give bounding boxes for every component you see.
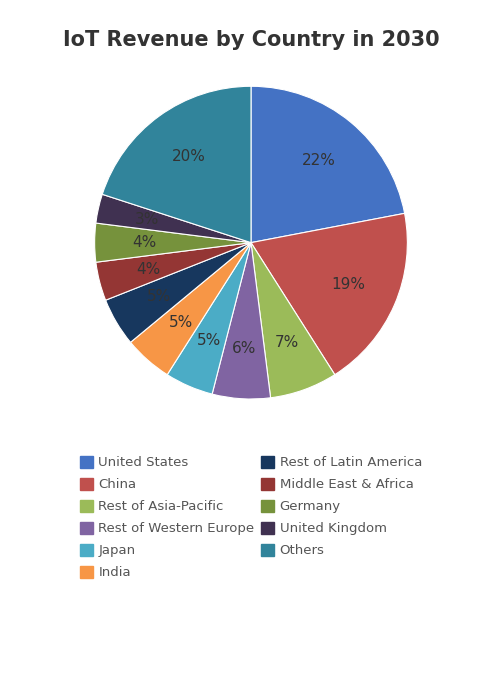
Text: 4%: 4% [136,262,160,276]
Text: 5%: 5% [196,333,220,348]
Text: IoT Revenue by Country in 2030: IoT Revenue by Country in 2030 [63,30,438,51]
Wedge shape [130,243,250,375]
Wedge shape [96,194,250,243]
Text: 20%: 20% [171,149,205,164]
Wedge shape [105,243,250,342]
Text: 6%: 6% [231,341,256,357]
Wedge shape [212,243,270,399]
Wedge shape [102,86,250,243]
Wedge shape [95,223,250,262]
Wedge shape [250,86,404,243]
Legend: United States, China, Rest of Asia-Pacific, Rest of Western Europe, Japan, India: United States, China, Rest of Asia-Pacif… [73,450,428,586]
Wedge shape [96,243,250,300]
Text: 3%: 3% [135,212,159,227]
Wedge shape [167,243,250,394]
Wedge shape [250,243,334,398]
Text: 4%: 4% [132,235,156,250]
Text: 7%: 7% [275,335,299,350]
Text: 5%: 5% [147,289,171,304]
Wedge shape [250,214,406,375]
Text: 22%: 22% [301,153,335,168]
Text: 5%: 5% [168,315,192,330]
Text: 19%: 19% [331,278,365,293]
